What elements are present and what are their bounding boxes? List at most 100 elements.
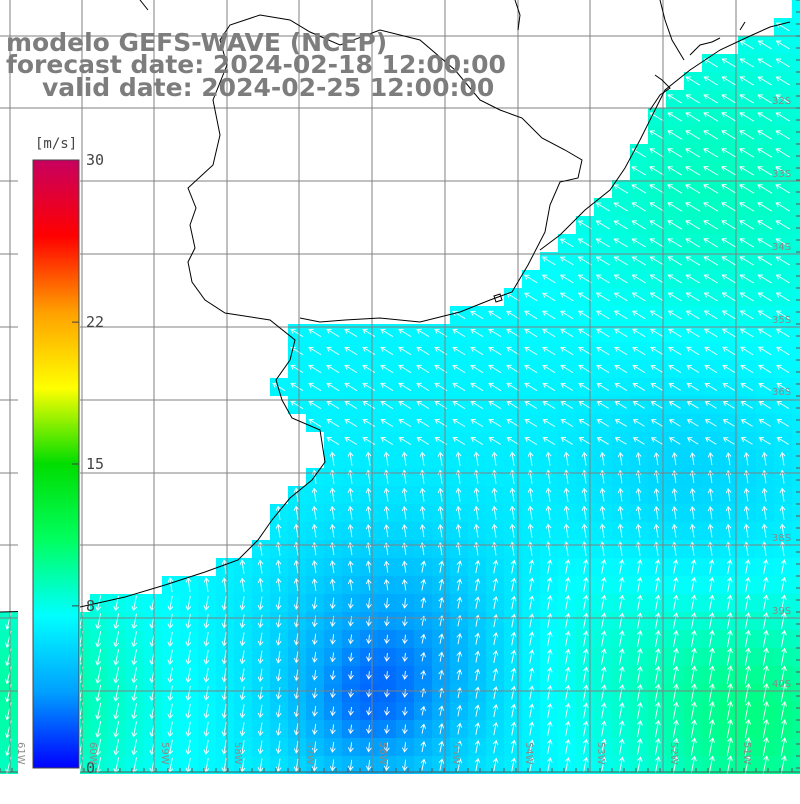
wind-arrow xyxy=(581,487,588,502)
wind-arrow xyxy=(221,577,228,592)
wind-arrow xyxy=(167,577,174,593)
wind-arrow xyxy=(686,346,700,356)
wind-arrow xyxy=(708,647,715,666)
wind-arrow xyxy=(613,202,628,212)
wind-arrow xyxy=(708,629,715,648)
wind-arrow xyxy=(636,702,643,720)
wind-arrow xyxy=(384,652,390,662)
wind-arrow xyxy=(690,665,697,684)
wind-arrow xyxy=(762,683,769,703)
wind-arrow xyxy=(308,328,322,337)
wind-arrow xyxy=(239,632,246,647)
wind-arrow xyxy=(582,559,589,575)
wind-arrow xyxy=(456,560,463,573)
wind-arrow xyxy=(293,615,300,628)
wind-arrow xyxy=(582,756,589,773)
wind-arrow xyxy=(347,451,354,466)
wind-arrow xyxy=(560,400,574,409)
wind-arrow xyxy=(95,648,102,666)
wind-arrow xyxy=(707,505,714,520)
wind-arrow xyxy=(419,505,426,520)
wind-arrow xyxy=(614,328,628,338)
wind-arrow xyxy=(690,755,697,774)
wind-arrow xyxy=(344,436,358,445)
wind-arrow xyxy=(185,613,192,629)
wind-arrow xyxy=(762,719,769,739)
wind-arrow xyxy=(739,292,754,302)
wind-arrow xyxy=(95,684,102,702)
wind-arrow xyxy=(744,665,751,684)
wind-arrow xyxy=(721,94,737,104)
wind-arrow xyxy=(744,594,751,611)
wind-arrow xyxy=(311,706,318,717)
wind-arrow xyxy=(203,650,210,665)
lagoon-coast-path xyxy=(539,21,791,251)
wind-arrow xyxy=(779,505,786,520)
wind-arrow xyxy=(401,598,408,609)
wind-arrow xyxy=(398,436,412,445)
wind-arrow xyxy=(113,649,120,666)
wind-arrow xyxy=(528,649,535,664)
wind-arrow xyxy=(721,238,737,248)
wind-arrow xyxy=(703,94,719,104)
wind-arrow xyxy=(528,631,535,646)
wind-arrow xyxy=(384,707,390,716)
wind-arrow xyxy=(757,238,773,248)
wind-arrow xyxy=(631,292,646,302)
field-cell xyxy=(792,18,800,36)
wind-arrow xyxy=(739,58,754,68)
wind-arrow xyxy=(524,436,538,445)
wind-arrow xyxy=(546,685,553,701)
wind-arrow xyxy=(600,576,607,593)
wind-arrow xyxy=(708,576,715,593)
wind-arrow xyxy=(564,739,571,755)
field-cell xyxy=(792,126,800,144)
wind-arrow xyxy=(739,328,754,338)
wind-arrow xyxy=(275,669,282,682)
wind-arrow xyxy=(596,401,609,409)
wind-arrow xyxy=(95,739,102,756)
wind-arrow xyxy=(239,722,246,737)
wind-arrow xyxy=(474,704,481,717)
wind-arrow xyxy=(293,597,300,610)
wind-arrow xyxy=(380,436,394,445)
wind-arrow xyxy=(613,238,628,248)
wind-arrow xyxy=(488,382,502,391)
wind-arrow xyxy=(488,364,502,373)
wind-arrow xyxy=(542,418,556,427)
longitude-label: 56W xyxy=(377,742,388,765)
wind-arrow xyxy=(95,666,102,684)
wind-arrow xyxy=(613,292,628,302)
wind-arrow xyxy=(636,648,643,666)
wind-arrow xyxy=(275,614,282,628)
wind-arrow xyxy=(293,669,300,682)
wind-arrow xyxy=(348,724,354,735)
wind-arrow xyxy=(509,451,516,466)
wind-arrow xyxy=(474,632,481,645)
wind-arrow xyxy=(344,400,358,409)
colorbar: 30 22 15 8 0 [m/s] xyxy=(18,128,104,778)
wind-arrow xyxy=(632,364,646,373)
wind-arrow xyxy=(402,670,408,680)
wind-arrow xyxy=(636,666,643,684)
wind-arrow xyxy=(474,740,481,754)
wind-arrow xyxy=(203,577,210,592)
wind-arrow xyxy=(275,505,282,520)
wind-arrow xyxy=(654,683,661,702)
wind-arrow xyxy=(600,756,607,773)
wind-arrow xyxy=(488,346,502,355)
wind-arrow xyxy=(596,437,609,445)
wind-arrow xyxy=(329,505,336,520)
longitude-label: 55W xyxy=(450,742,461,765)
latitude-label: 33S xyxy=(772,169,791,180)
wind-arrow xyxy=(654,665,661,684)
wind-arrow xyxy=(726,755,733,774)
wind-arrow xyxy=(582,577,589,593)
wind-arrow xyxy=(582,738,589,755)
wind-arrow xyxy=(613,184,629,194)
wind-arrow xyxy=(689,523,696,538)
wind-arrow xyxy=(452,418,466,427)
wind-arrow xyxy=(401,505,408,520)
wind-arrow xyxy=(474,668,481,681)
wind-arrow xyxy=(546,757,553,772)
